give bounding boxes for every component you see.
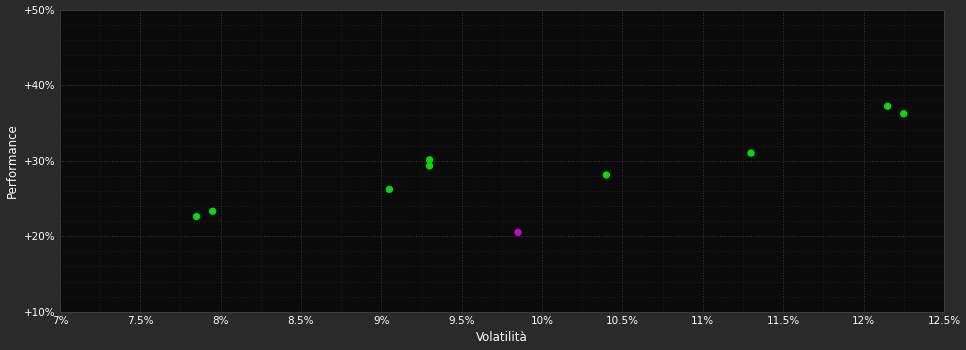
- Y-axis label: Performance: Performance: [6, 123, 18, 198]
- Point: [382, 187, 397, 192]
- Point: [188, 214, 204, 219]
- Point: [422, 163, 438, 169]
- Point: [205, 209, 220, 214]
- X-axis label: Volatilità: Volatilità: [476, 331, 527, 344]
- Point: [743, 150, 758, 156]
- Point: [422, 157, 438, 163]
- Point: [896, 111, 912, 117]
- Point: [599, 172, 614, 178]
- Point: [880, 104, 895, 109]
- Point: [510, 230, 526, 235]
